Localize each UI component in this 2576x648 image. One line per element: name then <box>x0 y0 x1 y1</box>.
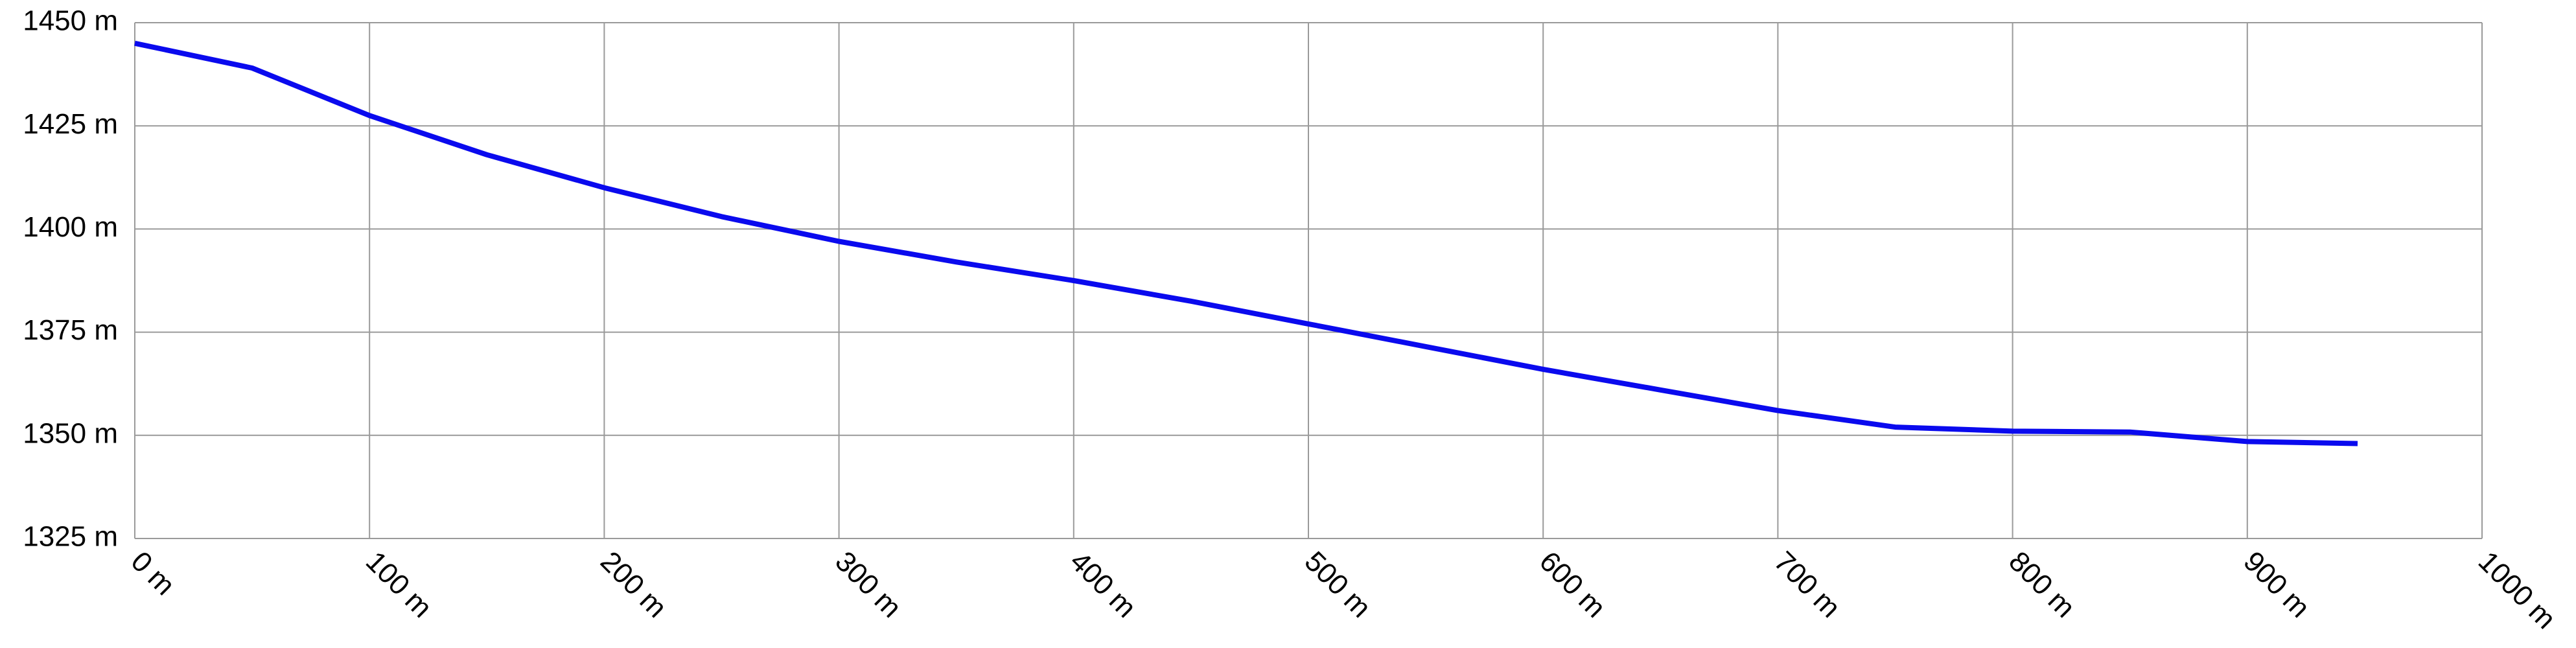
x-tick-label: 500 m <box>1299 546 1377 624</box>
x-tick-label: 800 m <box>2002 546 2081 624</box>
y-tick-label: 1450 m <box>23 5 118 37</box>
y-tick-label: 1400 m <box>23 211 118 243</box>
y-tick-label: 1350 m <box>23 417 118 449</box>
x-tick-label: 1000 m <box>2472 546 2562 635</box>
y-tick-label: 1425 m <box>23 108 118 140</box>
x-tick-label: 400 m <box>1064 546 1143 624</box>
x-tick-label: 300 m <box>829 546 907 624</box>
x-tick-label: 900 m <box>2238 546 2316 624</box>
y-tick-label: 1375 m <box>23 314 118 346</box>
x-tick-label: 600 m <box>1533 546 1612 624</box>
x-tick-label: 0 m <box>125 546 181 602</box>
x-tick-label: 700 m <box>1768 546 1846 624</box>
elevation-line <box>134 40 2358 446</box>
x-tick-label: 200 m <box>594 546 673 624</box>
x-tick-label: 100 m <box>360 546 438 624</box>
y-tick-label: 1325 m <box>23 521 118 553</box>
